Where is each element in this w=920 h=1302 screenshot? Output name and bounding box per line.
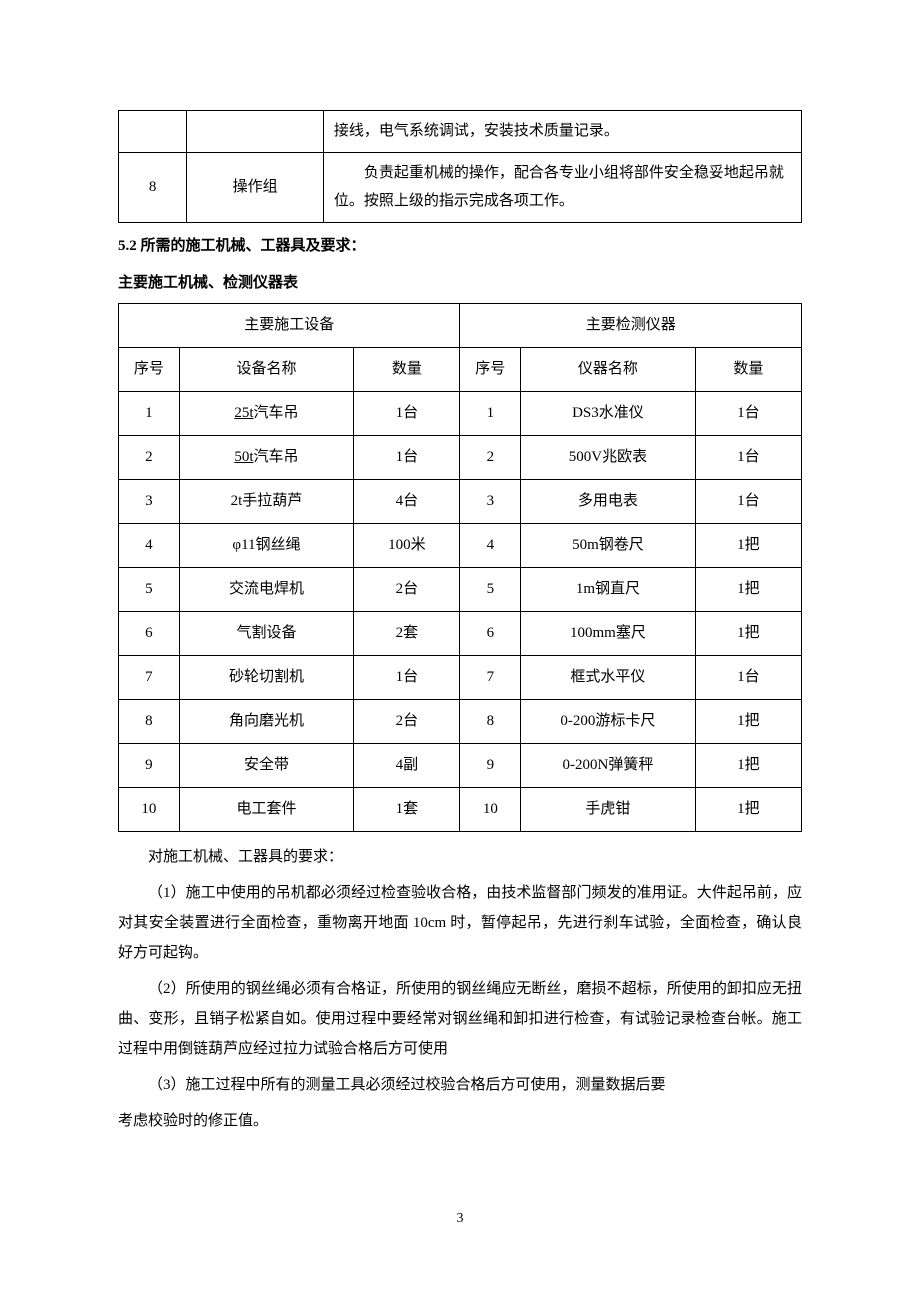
header-instrument-name: 仪器名称 xyxy=(521,347,696,391)
cell-seq: 4 xyxy=(119,523,180,567)
table-row: 8角向磨光机2台80-200游标卡尺1把 xyxy=(119,699,802,743)
equipment-table-caption: 主要施工机械、检测仪器表 xyxy=(118,270,802,297)
cell-empty xyxy=(119,111,187,153)
cell-qty: 1把 xyxy=(695,523,801,567)
cell-qty: 1把 xyxy=(695,743,801,787)
cell-qty: 2套 xyxy=(354,611,460,655)
cell-qty: 1台 xyxy=(354,391,460,435)
table-row: 9安全带4副90-200N弹簧秤1把 xyxy=(119,743,802,787)
cell-seq: 5 xyxy=(119,567,180,611)
table-row: 4φ11钢丝绳100米450m钢卷尺1把 xyxy=(119,523,802,567)
cell-device-name: 气割设备 xyxy=(179,611,354,655)
cell-seq: 7 xyxy=(460,655,521,699)
section-5-2-title: 5.2 所需的施工机械、工器具及要求： xyxy=(118,233,802,260)
cell-empty xyxy=(187,111,324,153)
header-qty: 数量 xyxy=(695,347,801,391)
cell-qty: 100米 xyxy=(354,523,460,567)
cell-seq: 10 xyxy=(119,787,180,831)
cell-instrument-name: 0-200N弹簧秤 xyxy=(521,743,696,787)
cell-qty: 2台 xyxy=(354,699,460,743)
cell-qty: 1把 xyxy=(695,611,801,655)
cell-qty: 1台 xyxy=(695,479,801,523)
cell-seq: 1 xyxy=(460,391,521,435)
cell-seq: 6 xyxy=(119,611,180,655)
table-row: 125t汽车吊1台1DS3水准仪1台 xyxy=(119,391,802,435)
cell-seq: 4 xyxy=(460,523,521,567)
cell-qty: 1台 xyxy=(695,655,801,699)
cell-qty: 4台 xyxy=(354,479,460,523)
cell-qty: 1把 xyxy=(695,699,801,743)
cell-qty: 1台 xyxy=(354,435,460,479)
cell-device-name: φ11钢丝绳 xyxy=(179,523,354,567)
cell-seq: 9 xyxy=(460,743,521,787)
requirement-2: （2）所使用的钢丝绳必须有合格证，所使用的钢丝绳应无断丝，磨损不超标，所使用的卸… xyxy=(118,974,802,1064)
cell-device-name: 25t汽车吊 xyxy=(179,391,354,435)
table-row: 7砂轮切割机1台7框式水平仪1台 xyxy=(119,655,802,699)
cell-group: 操作组 xyxy=(187,152,324,222)
cell-seq: 2 xyxy=(460,435,521,479)
header-qty: 数量 xyxy=(354,347,460,391)
cell-instrument-name: 0-200游标卡尺 xyxy=(521,699,696,743)
table-row: 5交流电焊机2台51m钢直尺1把 xyxy=(119,567,802,611)
cell-instrument-name: 手虎钳 xyxy=(521,787,696,831)
requirement-3a: （3）施工过程中所有的测量工具必须经过校验合格后方可使用，测量数据后要 xyxy=(118,1070,802,1100)
cell-instrument-name: 1m钢直尺 xyxy=(521,567,696,611)
cell-qty: 4副 xyxy=(354,743,460,787)
cell-seq: 6 xyxy=(460,611,521,655)
cell-instrument-name: 多用电表 xyxy=(521,479,696,523)
cell-qty: 2台 xyxy=(354,567,460,611)
cell-instrument-name: DS3水准仪 xyxy=(521,391,696,435)
table-row: 接线，电气系统调试，安装技术质量记录。 xyxy=(119,111,802,153)
cell-seq: 2 xyxy=(119,435,180,479)
requirements-title: 对施工机械、工器具的要求： xyxy=(118,842,802,872)
cell-instrument-name: 500V兆欧表 xyxy=(521,435,696,479)
table-row: 250t汽车吊1台2500V兆欧表1台 xyxy=(119,435,802,479)
requirement-3b: 考虑校验时的修正值。 xyxy=(118,1106,802,1136)
cell-device-name: 50t汽车吊 xyxy=(179,435,354,479)
cell-device-name: 电工套件 xyxy=(179,787,354,831)
header-instruments-group: 主要检测仪器 xyxy=(460,303,802,347)
cell-qty: 1套 xyxy=(354,787,460,831)
table-header-row: 主要施工设备 主要检测仪器 xyxy=(119,303,802,347)
table-row: 6气割设备2套6100mm塞尺1把 xyxy=(119,611,802,655)
header-equipment-group: 主要施工设备 xyxy=(119,303,460,347)
cell-seq: 9 xyxy=(119,743,180,787)
table-row: 10电工套件1套10手虎钳1把 xyxy=(119,787,802,831)
cell-qty: 1把 xyxy=(695,567,801,611)
cell-qty: 1把 xyxy=(695,787,801,831)
top-groups-table: 接线，电气系统调试，安装技术质量记录。 8 操作组 负责起重机械的操作，配合各专… xyxy=(118,110,802,223)
cell-desc: 负责起重机械的操作，配合各专业小组将部件安全稳妥地起吊就位。按照上级的指示完成各… xyxy=(323,152,801,222)
header-seq: 序号 xyxy=(119,347,180,391)
cell-seq: 8 xyxy=(119,699,180,743)
table-row: 8 操作组 负责起重机械的操作，配合各专业小组将部件安全稳妥地起吊就位。按照上级… xyxy=(119,152,802,222)
cell-instrument-name: 100mm塞尺 xyxy=(521,611,696,655)
header-device-name: 设备名称 xyxy=(179,347,354,391)
requirement-1: （1）施工中使用的吊机都必须经过检查验收合格，由技术监督部门频发的准用证。大件起… xyxy=(118,878,802,968)
cell-device-name: 安全带 xyxy=(179,743,354,787)
cell-device-name: 砂轮切割机 xyxy=(179,655,354,699)
cell-seq: 3 xyxy=(460,479,521,523)
cell-seq: 5 xyxy=(460,567,521,611)
header-seq: 序号 xyxy=(460,347,521,391)
cell-instrument-name: 框式水平仪 xyxy=(521,655,696,699)
cell-index: 8 xyxy=(119,152,187,222)
cell-qty: 1台 xyxy=(695,435,801,479)
cell-seq: 10 xyxy=(460,787,521,831)
cell-seq: 1 xyxy=(119,391,180,435)
cell-desc: 接线，电气系统调试，安装技术质量记录。 xyxy=(323,111,801,153)
cell-qty: 1台 xyxy=(354,655,460,699)
cell-qty: 1台 xyxy=(695,391,801,435)
page-number: 3 xyxy=(118,1206,802,1231)
cell-device-name: 2t手拉葫芦 xyxy=(179,479,354,523)
equipment-instruments-table: 主要施工设备 主要检测仪器 序号 设备名称 数量 序号 仪器名称 数量 125t… xyxy=(118,303,802,832)
cell-instrument-name: 50m钢卷尺 xyxy=(521,523,696,567)
cell-seq: 8 xyxy=(460,699,521,743)
cell-device-name: 交流电焊机 xyxy=(179,567,354,611)
cell-device-name: 角向磨光机 xyxy=(179,699,354,743)
cell-seq: 3 xyxy=(119,479,180,523)
table-row: 32t手拉葫芦4台3多用电表1台 xyxy=(119,479,802,523)
cell-seq: 7 xyxy=(119,655,180,699)
table-header-row: 序号 设备名称 数量 序号 仪器名称 数量 xyxy=(119,347,802,391)
